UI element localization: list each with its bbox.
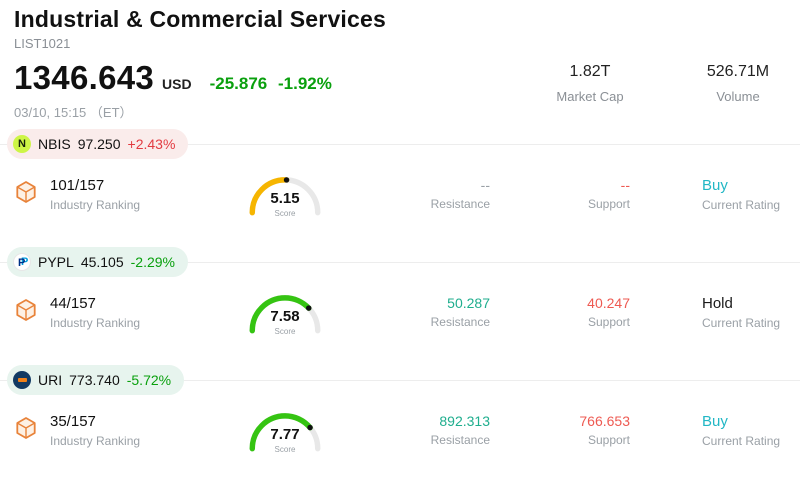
currency-label: USD	[162, 76, 192, 92]
stock-change: -2.29%	[130, 254, 175, 270]
resistance-value: --	[480, 177, 490, 193]
resistance-label: Resistance	[430, 433, 490, 447]
support-label: Support	[587, 433, 630, 447]
industry-ranking-label: Industry Ranking	[50, 197, 141, 212]
stock-price: 773.740	[69, 372, 120, 388]
score-value: 7.58	[270, 308, 300, 325]
resistance-column: 50.287 Resistance	[370, 295, 490, 329]
market-cap-value: 1.82T	[569, 63, 611, 80]
resistance-column: -- Resistance	[370, 177, 490, 211]
industry-ranking: 44/157 Industry Ranking	[50, 295, 200, 330]
market-cap-stat: 1.82T Market Cap	[544, 63, 636, 104]
industry-ranking-label: Industry Ranking	[50, 433, 141, 448]
industry-hexagon-icon	[14, 180, 50, 209]
stock-ticker: PYPL	[38, 254, 74, 270]
stock-badge-nbis[interactable]: N NBIS 97.250 +2.43%	[7, 129, 189, 159]
current-rating-value: Buy	[702, 412, 728, 430]
stock-section-uri: URI 773.740 -5.72% 35/157 Industry Ranki…	[0, 365, 800, 475]
current-rating-value: Buy	[702, 176, 728, 194]
stock-change: -5.72%	[126, 372, 172, 388]
score-label: Score	[274, 209, 296, 218]
current-rating-value: Hold	[702, 294, 733, 312]
stock-change: +2.43%	[127, 136, 176, 152]
section-head: URI 773.740 -5.72%	[0, 365, 800, 395]
stock-ticker: URI	[38, 372, 63, 388]
industry-hexagon-icon	[14, 298, 50, 327]
stock-row-nbis[interactable]: 101/157 Industry Ranking 5.15 Score -- R…	[0, 169, 800, 239]
score-value: 5.15	[270, 190, 300, 207]
united-rentals-logo-icon	[13, 371, 31, 389]
resistance-label: Resistance	[430, 315, 490, 329]
industry-ranking-value: 101/157	[50, 176, 105, 194]
rating-column: Buy Current Rating	[702, 177, 786, 212]
support-value: 766.653	[579, 413, 630, 429]
nbis-logo-icon: N	[13, 135, 31, 153]
stock-price: 45.105	[80, 254, 124, 270]
score-label: Score	[274, 327, 296, 336]
resistance-label: Resistance	[430, 197, 490, 211]
index-change: -25.876 -1.92%	[209, 74, 332, 93]
current-rating-label: Current Rating	[702, 197, 781, 212]
industry-ranking-value: 44/157	[50, 294, 96, 312]
support-value: 40.247	[587, 295, 630, 311]
rating-column: Hold Current Rating	[702, 295, 786, 330]
support-column: 766.653 Support	[490, 413, 630, 447]
current-rating-label: Current Rating	[702, 433, 781, 448]
page-title: Industrial & Commercial Services	[14, 6, 386, 32]
score-value: 7.77	[270, 426, 300, 443]
score-gauge: 5.15 Score	[241, 169, 329, 219]
industry-ranking-value: 35/157	[50, 412, 96, 430]
industry-ranking: 101/157 Industry Ranking	[50, 177, 200, 212]
support-label: Support	[587, 315, 630, 329]
stock-badge-uri[interactable]: URI 773.740 -5.72%	[7, 365, 185, 395]
stock-ticker: NBIS	[38, 136, 71, 152]
industry-ranking-label: Industry Ranking	[50, 315, 141, 330]
quote-datetime: 03/10, 15:15 （ET）	[14, 105, 133, 120]
industry-ranking: 35/157 Industry Ranking	[50, 413, 200, 448]
support-value: --	[620, 177, 630, 193]
list-id: LIST1021	[14, 36, 71, 51]
support-label: Support	[587, 197, 630, 211]
volume-label: Volume	[716, 89, 760, 104]
market-cap-label: Market Cap	[556, 89, 624, 104]
support-column: -- Support	[490, 177, 630, 211]
header: Industrial & Commercial Services LIST102…	[0, 0, 800, 121]
stock-row-uri[interactable]: 35/157 Industry Ranking 7.77 Score 892.3…	[0, 405, 800, 475]
resistance-value: 892.313	[439, 413, 490, 429]
price-row: 1346.643 USD -25.876 -1.92% 03/10, 15:15…	[14, 59, 786, 121]
industry-hexagon-icon	[14, 416, 50, 445]
header-stats: 1.82T Market Cap 526.71M Volume	[544, 63, 786, 104]
support-column: 40.247 Support	[490, 295, 630, 329]
volume-value: 526.71M	[706, 63, 770, 80]
stock-row-pypl[interactable]: 44/157 Industry Ranking 7.58 Score 50.28…	[0, 287, 800, 357]
current-rating-label: Current Rating	[702, 315, 781, 330]
volume-stat: 526.71M Volume	[692, 63, 784, 104]
score-label: Score	[274, 445, 296, 454]
index-price: 1346.643	[14, 59, 155, 96]
resistance-value: 50.287	[447, 295, 490, 311]
resistance-column: 892.313 Resistance	[370, 413, 490, 447]
score-gauge: 7.58 Score	[241, 287, 329, 337]
rating-column: Buy Current Rating	[702, 413, 786, 448]
stock-section-nbis: N NBIS 97.250 +2.43% 101/157 Industry Ra…	[0, 129, 800, 239]
section-head: N NBIS 97.250 +2.43%	[0, 129, 800, 159]
stock-price: 97.250	[77, 136, 121, 152]
score-gauge: 7.77 Score	[241, 405, 329, 455]
